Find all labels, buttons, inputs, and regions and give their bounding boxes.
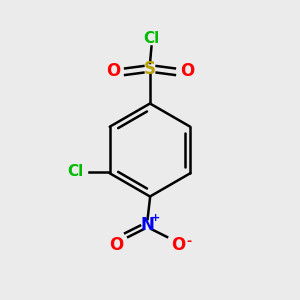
Text: Cl: Cl: [68, 164, 84, 179]
Text: O: O: [110, 236, 124, 254]
Text: -: -: [186, 235, 191, 248]
Text: O: O: [180, 62, 194, 80]
Text: O: O: [171, 236, 186, 254]
Text: Cl: Cl: [143, 31, 160, 46]
Text: O: O: [106, 62, 120, 80]
Text: +: +: [152, 213, 160, 224]
Text: N: N: [141, 216, 154, 234]
Text: S: S: [144, 60, 156, 78]
